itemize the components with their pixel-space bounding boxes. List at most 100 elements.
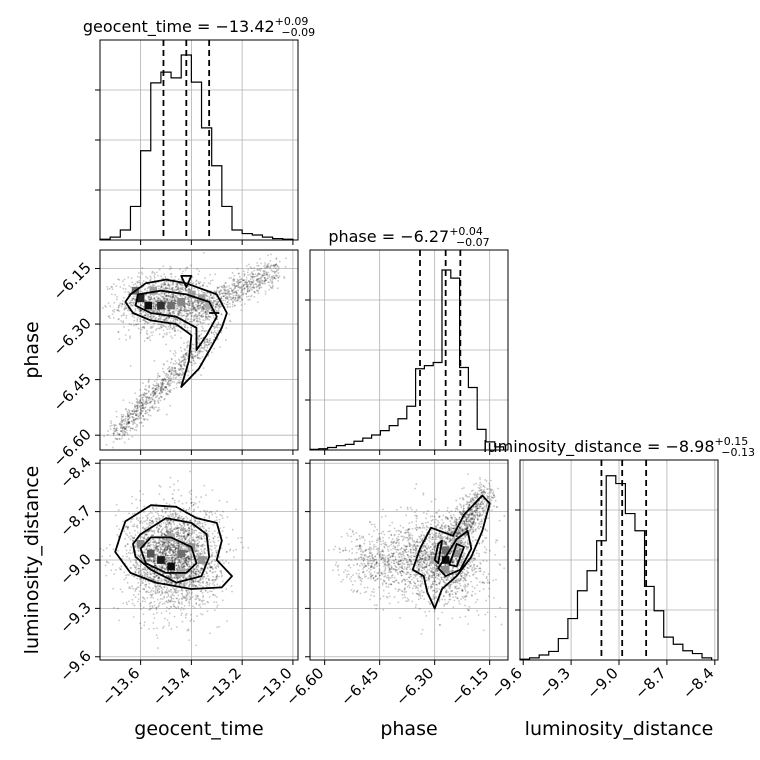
scatter-point [235, 291, 238, 293]
scatter-point [284, 265, 287, 268]
scatter-point [147, 286, 150, 289]
scatter-point [148, 299, 151, 301]
scatter-point [109, 554, 111, 557]
scatter-point [167, 376, 170, 379]
scatter-point [152, 597, 155, 599]
scatter-point [232, 294, 235, 297]
scatter-point [236, 267, 239, 270]
scatter-point [184, 287, 187, 290]
scatter-point [197, 323, 200, 326]
scatter-point [243, 288, 245, 291]
scatter-point [136, 275, 139, 278]
scatter-point [167, 325, 170, 328]
scatter-point [187, 298, 190, 301]
scatter-point [125, 338, 128, 341]
scatter-point [242, 284, 245, 286]
scatter-point [176, 284, 179, 287]
scatter-point [220, 289, 223, 292]
scatter-point [210, 309, 213, 312]
scatter-point [152, 301, 155, 304]
scatter-point [181, 283, 184, 286]
scatter-point [193, 314, 196, 317]
scatter-point [217, 287, 220, 289]
scatter-point [257, 290, 260, 292]
scatter-point [207, 282, 210, 284]
scatter-point [218, 305, 221, 308]
scatter-point [237, 282, 240, 285]
scatter-point [189, 302, 192, 305]
scatter-point [189, 597, 192, 599]
scatter-point [194, 313, 197, 316]
scatter-point [115, 428, 117, 431]
scatter-point [186, 326, 189, 329]
scatter-point [158, 588, 161, 591]
scatter-point [166, 299, 169, 302]
scatter-point [237, 286, 240, 289]
scatter-point [224, 339, 227, 341]
scatter-point [180, 314, 183, 317]
scatter-point [264, 277, 266, 280]
scatter-point [173, 387, 175, 390]
scatter-point [194, 301, 197, 303]
scatter-point [234, 297, 237, 300]
scatter-point [126, 419, 129, 422]
scatter-point [246, 284, 249, 287]
scatter-point [148, 396, 151, 399]
scatter-point [165, 295, 167, 298]
scatter-point [270, 281, 273, 284]
scatter-point [144, 600, 147, 603]
scatter-point [249, 283, 252, 286]
scatter-point [200, 302, 203, 305]
scatter-point [152, 305, 155, 308]
scatter-point [236, 299, 239, 302]
scatter-point [276, 265, 279, 268]
scatter-point [122, 287, 125, 290]
scatter-point [120, 430, 123, 432]
scatter-point [248, 283, 251, 286]
scatter-point [164, 302, 167, 305]
scatter-point [166, 332, 168, 334]
scatter-point [195, 316, 198, 318]
scatter-point [231, 292, 234, 295]
scatter-point [204, 330, 206, 333]
scatter-point [195, 309, 198, 312]
scatter-point [271, 280, 274, 283]
scatter-point [177, 313, 180, 315]
scatter-point [223, 302, 226, 305]
scatter-point [228, 296, 231, 299]
scatter-point [177, 314, 180, 317]
scatter-point [137, 323, 140, 325]
scatter-point [179, 330, 182, 333]
scatter-point [238, 278, 241, 281]
scatter-point [184, 352, 187, 355]
scatter-point [139, 499, 141, 502]
scatter-point [213, 297, 215, 299]
scatter-point [169, 404, 171, 407]
scatter-point [206, 346, 209, 349]
scatter-point [131, 299, 134, 302]
scatter-point [128, 401, 131, 404]
scatter-point [269, 286, 272, 288]
scatter-point [208, 538, 211, 541]
scatter-point [257, 269, 260, 271]
scatter-point [133, 404, 136, 406]
scatter-point [163, 507, 166, 510]
scatter-point [194, 362, 197, 365]
scatter-point [203, 304, 206, 307]
scatter-point [250, 275, 252, 278]
scatter-point [184, 306, 187, 308]
scatter-point [190, 489, 193, 492]
scatter-point [209, 279, 212, 282]
scatter-point [133, 604, 136, 607]
scatter-point [164, 568, 166, 570]
scatter-point [258, 281, 261, 283]
scatter-point [250, 286, 253, 289]
scatter-point [120, 315, 123, 317]
scatter-point [234, 285, 237, 288]
scatter-point [193, 287, 196, 290]
scatter-point [150, 522, 153, 525]
scatter-point [164, 522, 167, 524]
scatter-point [252, 272, 254, 275]
scatter-point [143, 319, 146, 322]
scatter-point [236, 282, 239, 285]
